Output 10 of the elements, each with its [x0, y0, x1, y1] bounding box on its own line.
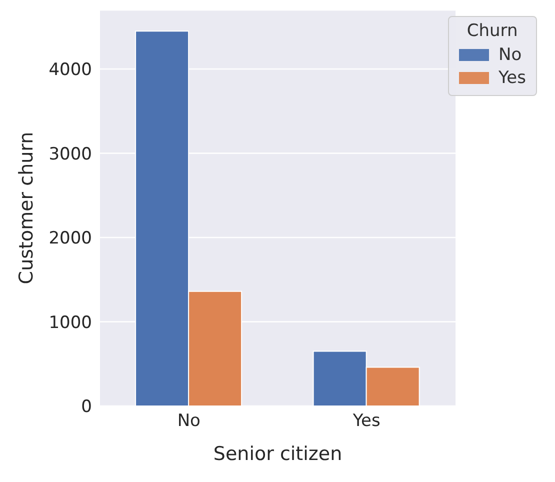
y-tick-label: 4000 — [48, 60, 92, 80]
y-tick-label: 2000 — [48, 228, 92, 249]
y-tick-label: 0 — [81, 397, 92, 418]
legend-label: Yes — [498, 68, 526, 88]
x-axis-title: Senior citizen — [213, 443, 342, 465]
legend-label: No — [498, 45, 523, 65]
y-tick-label: 1000 — [48, 312, 92, 333]
legend-title: Churn — [466, 21, 519, 41]
y-axis-title: Customer churn — [16, 132, 38, 284]
y-tick-label: 3000 — [48, 144, 92, 164]
